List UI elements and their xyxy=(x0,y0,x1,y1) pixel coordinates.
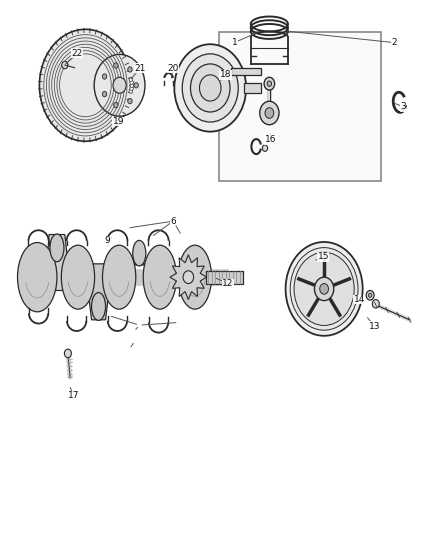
Ellipse shape xyxy=(143,245,177,309)
Polygon shape xyxy=(45,235,71,290)
Ellipse shape xyxy=(133,240,146,266)
Ellipse shape xyxy=(178,245,212,309)
Circle shape xyxy=(199,75,221,101)
Text: 20: 20 xyxy=(167,64,179,72)
Bar xyxy=(219,32,381,181)
Text: 13: 13 xyxy=(369,322,380,330)
Circle shape xyxy=(62,61,68,69)
Circle shape xyxy=(182,54,238,122)
Text: 6: 6 xyxy=(170,217,176,225)
Text: 15: 15 xyxy=(318,253,329,261)
Circle shape xyxy=(267,81,272,86)
Text: 9: 9 xyxy=(104,237,110,245)
Circle shape xyxy=(183,271,194,284)
Text: 18: 18 xyxy=(220,70,231,79)
Circle shape xyxy=(114,63,118,68)
Ellipse shape xyxy=(18,243,57,312)
Circle shape xyxy=(191,64,230,112)
Circle shape xyxy=(260,101,279,125)
Text: 22: 22 xyxy=(71,49,82,58)
Text: 14: 14 xyxy=(353,295,365,304)
Circle shape xyxy=(320,284,328,294)
Polygon shape xyxy=(170,255,207,300)
Circle shape xyxy=(262,145,268,151)
Ellipse shape xyxy=(61,245,95,309)
Circle shape xyxy=(130,83,134,87)
Text: 21: 21 xyxy=(134,64,146,72)
Text: 16: 16 xyxy=(265,135,276,144)
Circle shape xyxy=(294,252,354,326)
Ellipse shape xyxy=(102,245,136,309)
Circle shape xyxy=(130,80,133,84)
Circle shape xyxy=(368,293,372,297)
Bar xyxy=(231,68,261,75)
Circle shape xyxy=(64,349,71,358)
Circle shape xyxy=(114,102,118,108)
Circle shape xyxy=(102,74,107,79)
Text: 2: 2 xyxy=(392,38,397,47)
Circle shape xyxy=(39,29,131,141)
Text: 17: 17 xyxy=(68,391,79,400)
Circle shape xyxy=(264,77,275,90)
Polygon shape xyxy=(126,264,153,265)
Polygon shape xyxy=(85,290,112,293)
Circle shape xyxy=(174,44,246,132)
Circle shape xyxy=(366,290,374,300)
Bar xyxy=(206,271,243,284)
Circle shape xyxy=(286,242,363,336)
Circle shape xyxy=(128,67,132,72)
Polygon shape xyxy=(85,264,112,320)
Polygon shape xyxy=(45,261,71,264)
Circle shape xyxy=(130,86,133,91)
Text: 19: 19 xyxy=(113,117,124,126)
Ellipse shape xyxy=(50,234,64,262)
Circle shape xyxy=(129,77,133,82)
Circle shape xyxy=(134,83,138,88)
Circle shape xyxy=(314,277,334,301)
Bar xyxy=(244,83,261,93)
Text: 1: 1 xyxy=(231,38,237,47)
Circle shape xyxy=(113,77,126,93)
Text: 12: 12 xyxy=(222,279,233,288)
Circle shape xyxy=(129,89,133,93)
Circle shape xyxy=(102,91,107,96)
Circle shape xyxy=(290,248,358,330)
Circle shape xyxy=(128,99,132,104)
Circle shape xyxy=(94,54,145,116)
Text: 3: 3 xyxy=(400,102,406,111)
Circle shape xyxy=(372,300,379,308)
Circle shape xyxy=(265,108,274,118)
Ellipse shape xyxy=(92,293,106,320)
